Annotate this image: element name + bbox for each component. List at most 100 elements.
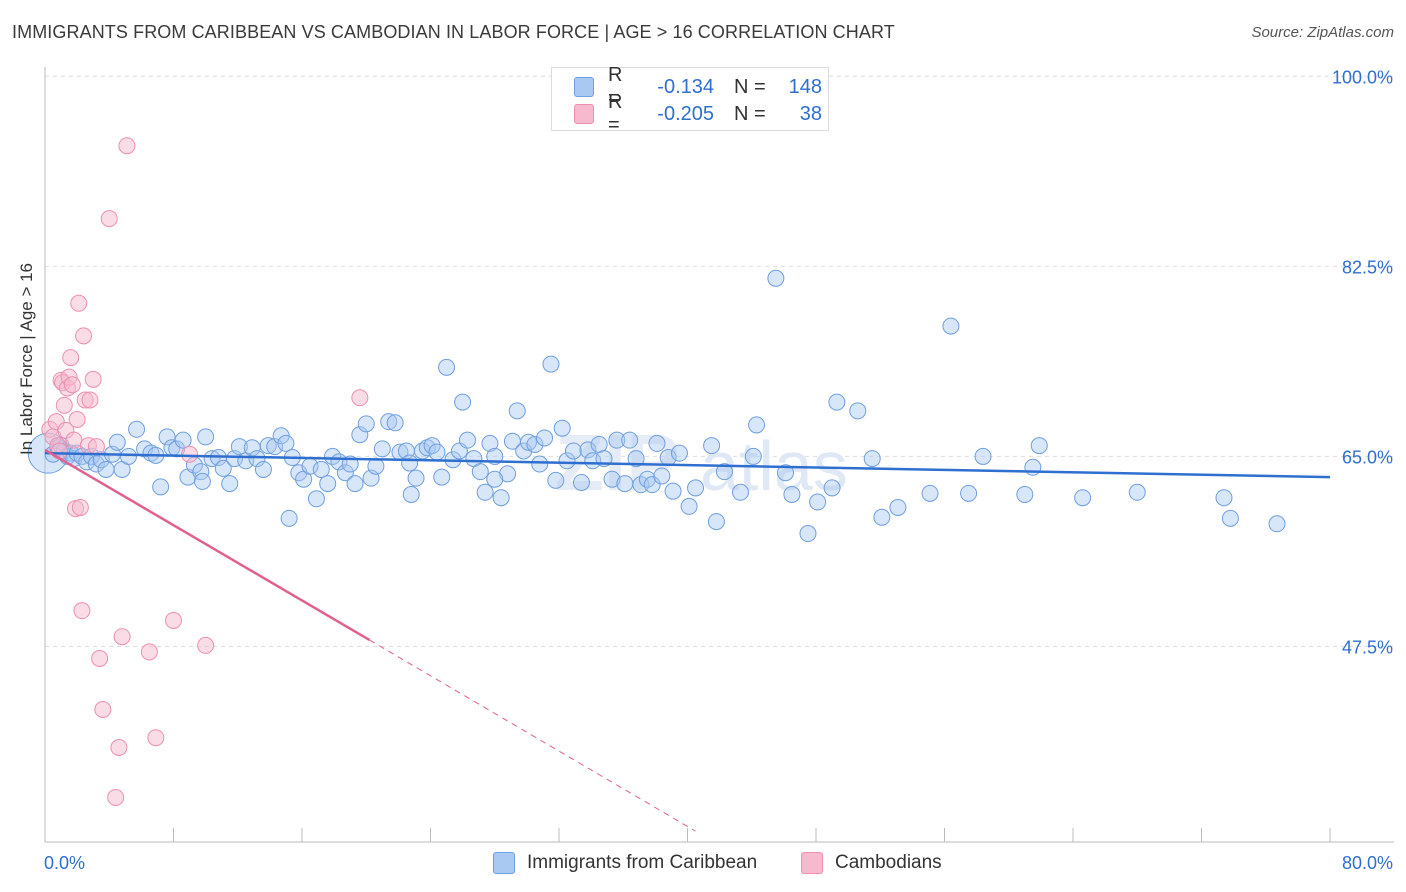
x-tick-label: 80.0% — [1342, 853, 1393, 873]
legend-swatch-pink — [574, 104, 594, 124]
data-point — [653, 467, 671, 485]
data-point — [536, 429, 554, 447]
data-point — [508, 402, 526, 420]
legend-n-value: 38 — [799, 102, 822, 125]
data-point — [1215, 489, 1233, 507]
trend-line-cambodians — [44, 448, 371, 642]
data-point — [458, 431, 476, 449]
data-point — [147, 729, 165, 747]
data-point — [107, 788, 125, 806]
legend-n-value: 148 — [788, 75, 822, 98]
data-point — [55, 396, 73, 414]
data-point — [158, 428, 176, 446]
data-point — [572, 473, 590, 491]
data-point — [776, 464, 794, 482]
data-point — [547, 471, 565, 489]
data-point — [481, 434, 499, 452]
data-point — [71, 498, 89, 516]
data-point — [94, 700, 112, 718]
data-point — [558, 452, 576, 470]
legend-r-label: R = — [608, 91, 623, 136]
series-caribbean-points — [27, 269, 1286, 543]
data-point — [849, 402, 867, 420]
data-point — [307, 490, 325, 508]
data-point — [519, 433, 537, 451]
data-point — [476, 483, 494, 501]
data-point — [259, 437, 277, 455]
data-point — [266, 438, 284, 456]
data-point — [65, 431, 83, 449]
data-point — [113, 628, 131, 646]
data-point — [454, 393, 472, 411]
legend-r-value: -0.134 — [657, 75, 714, 98]
data-point — [1268, 515, 1286, 533]
data-point — [680, 497, 698, 515]
y-tick-label: 82.5% — [1342, 257, 1393, 277]
y-axis-label: In Labor Force | Age > 16 — [17, 262, 36, 455]
x-tick-label: 0.0% — [44, 853, 85, 873]
data-point — [687, 479, 705, 497]
data-point — [703, 437, 721, 455]
legend-n-label: N = — [734, 75, 766, 98]
data-point — [248, 450, 266, 468]
data-point — [402, 485, 420, 503]
trend-line-cambodians-extrapolated — [369, 639, 696, 832]
data-point — [118, 137, 136, 155]
y-tick-label: 100.0% — [1332, 67, 1393, 87]
data-point — [346, 475, 364, 493]
data-point — [75, 327, 93, 345]
data-point — [197, 636, 215, 654]
data-point — [638, 470, 656, 488]
data-point — [438, 358, 456, 376]
data-point — [553, 419, 571, 437]
data-point — [230, 438, 248, 456]
data-point — [809, 493, 827, 511]
y-tick-label: 47.5% — [1342, 638, 1393, 658]
data-point — [960, 484, 978, 502]
data-point — [616, 475, 634, 493]
data-point — [336, 464, 354, 482]
data-point — [351, 426, 369, 444]
data-point — [120, 447, 138, 465]
series-cambodians-points — [41, 137, 369, 806]
correlation-legend: R = -0.134 N = 148 R = -0.205 N = 38 — [551, 64, 829, 136]
bottom-legend-label: Immigrants from Caribbean — [527, 852, 758, 873]
data-point — [627, 450, 645, 468]
data-point — [193, 472, 211, 490]
data-point — [942, 317, 960, 335]
data-point — [584, 452, 602, 470]
data-point — [748, 416, 766, 434]
data-point — [84, 370, 102, 388]
data-point — [197, 428, 215, 446]
data-point — [380, 413, 398, 431]
data-point — [357, 415, 375, 433]
data-point — [974, 447, 992, 465]
data-point — [471, 463, 489, 481]
data-point — [1030, 437, 1048, 455]
data-point — [486, 470, 504, 488]
chart-title: IMMIGRANTS FROM CARIBBEAN VS CAMBODIAN I… — [12, 22, 895, 42]
data-point — [643, 476, 661, 494]
legend-swatch-blue — [574, 77, 594, 97]
data-point — [319, 475, 337, 493]
data-point — [221, 475, 239, 493]
source-label: Source: ZipAtlas.com — [1251, 24, 1394, 41]
bottom-legend-caribbean: Immigrants from Caribbean — [493, 852, 757, 874]
data-point — [492, 489, 510, 507]
data-point — [63, 376, 81, 394]
data-point — [1128, 483, 1146, 501]
data-point — [140, 643, 158, 661]
legend-row-caribbean: R = -0.134 N = 148 — [574, 64, 822, 109]
data-point — [87, 438, 105, 456]
data-point — [542, 355, 560, 373]
data-point — [921, 484, 939, 502]
data-point — [603, 470, 621, 488]
data-point — [863, 450, 881, 468]
data-point — [373, 440, 391, 458]
data-point — [68, 411, 86, 429]
data-point — [165, 611, 182, 629]
data-point — [214, 459, 232, 477]
data-point — [81, 391, 99, 409]
data-point — [707, 513, 725, 531]
data-point — [531, 455, 549, 473]
